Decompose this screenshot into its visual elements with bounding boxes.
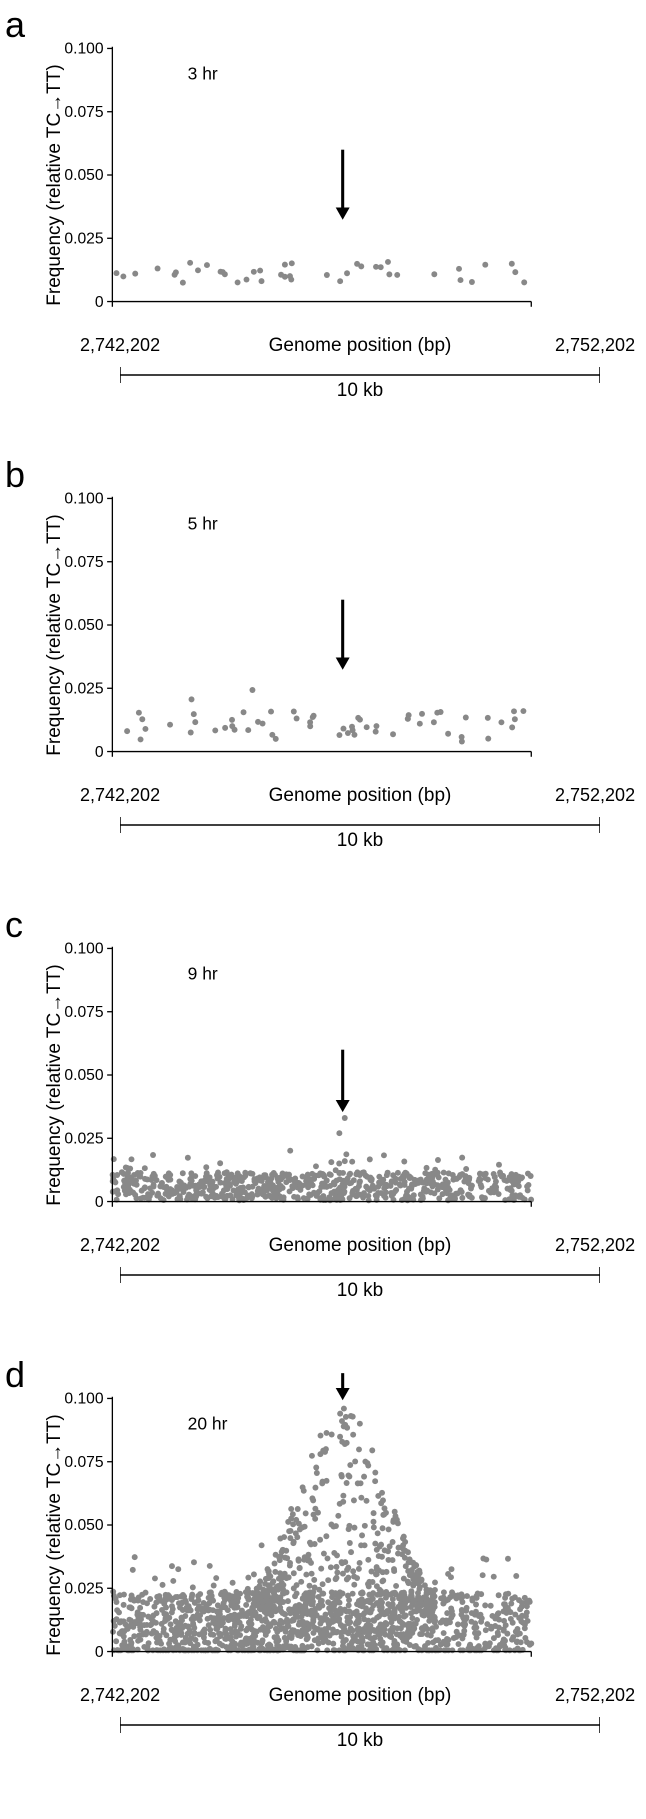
timepoint-label: 9 hr: [188, 963, 218, 983]
timepoint-label: 20 hr: [188, 1413, 228, 1433]
scatter-plot-c: 0 0.025 0.050 0.075 0.100 9 hr: [60, 930, 540, 1220]
panel-d: dFrequency (relative TC→TT)00.0250.0500.…: [0, 1360, 646, 1810]
svg-text:0: 0: [95, 294, 104, 311]
svg-text:0: 0: [95, 1644, 104, 1661]
svg-text:0.025: 0.025: [64, 1131, 104, 1148]
arrow-icon: [336, 600, 350, 670]
x-axis-title: Genome position (bp): [120, 1235, 600, 1257]
svg-text:0.025: 0.025: [64, 1581, 104, 1598]
svg-text:0.100: 0.100: [64, 491, 104, 508]
panel-letter-c: c: [5, 904, 23, 946]
panel-letter-b: b: [5, 454, 25, 496]
svg-text:0: 0: [95, 744, 104, 761]
svg-text:0.025: 0.025: [64, 681, 104, 698]
svg-text:0.050: 0.050: [64, 167, 104, 184]
scale-bar-label: 10 kb: [120, 1280, 600, 1302]
svg-text:0.075: 0.075: [64, 1454, 104, 1471]
panel-c: cFrequency (relative TC→TT)00.0250.0500.…: [0, 910, 646, 1360]
svg-text:0.050: 0.050: [64, 617, 104, 634]
svg-text:0: 0: [95, 1194, 104, 1211]
panel-b: bFrequency (relative TC→TT)00.0250.0500.…: [0, 460, 646, 910]
x-axis-title: Genome position (bp): [120, 785, 600, 807]
arrow-icon: [336, 1373, 350, 1400]
svg-text:0.025: 0.025: [64, 231, 104, 248]
arrow-icon: [336, 150, 350, 220]
svg-text:0.100: 0.100: [64, 941, 104, 958]
svg-text:0.050: 0.050: [64, 1517, 104, 1534]
svg-text:0.050: 0.050: [64, 1067, 104, 1084]
figure: aFrequency (relative TC→TT)00.0250.0500.…: [0, 0, 646, 1819]
scale-bar-label: 10 kb: [120, 1730, 600, 1752]
svg-text:0.100: 0.100: [64, 1391, 104, 1408]
svg-text:0.075: 0.075: [64, 1004, 104, 1021]
panel-letter-a: a: [5, 4, 25, 46]
scatter-plot-d: 0 0.025 0.050 0.075 0.100 20 hr: [60, 1380, 540, 1670]
x-axis-title: Genome position (bp): [120, 1685, 600, 1707]
svg-text:0.100: 0.100: [64, 41, 104, 58]
scatter-plot-a: 0 0.025 0.050 0.075 0.100 3 hr: [60, 30, 540, 320]
arrow-icon: [336, 1050, 350, 1112]
timepoint-label: 3 hr: [188, 63, 218, 83]
svg-text:0.075: 0.075: [64, 554, 104, 571]
scale-bar-label: 10 kb: [120, 830, 600, 852]
scale-bar-label: 10 kb: [120, 380, 600, 402]
x-axis-title: Genome position (bp): [120, 335, 600, 357]
timepoint-label: 5 hr: [188, 513, 218, 533]
scatter-plot-b: 0 0.025 0.050 0.075 0.100 5 hr: [60, 480, 540, 770]
panel-a: aFrequency (relative TC→TT)00.0250.0500.…: [0, 10, 646, 460]
panel-letter-d: d: [5, 1354, 25, 1396]
svg-text:0.075: 0.075: [64, 104, 104, 121]
